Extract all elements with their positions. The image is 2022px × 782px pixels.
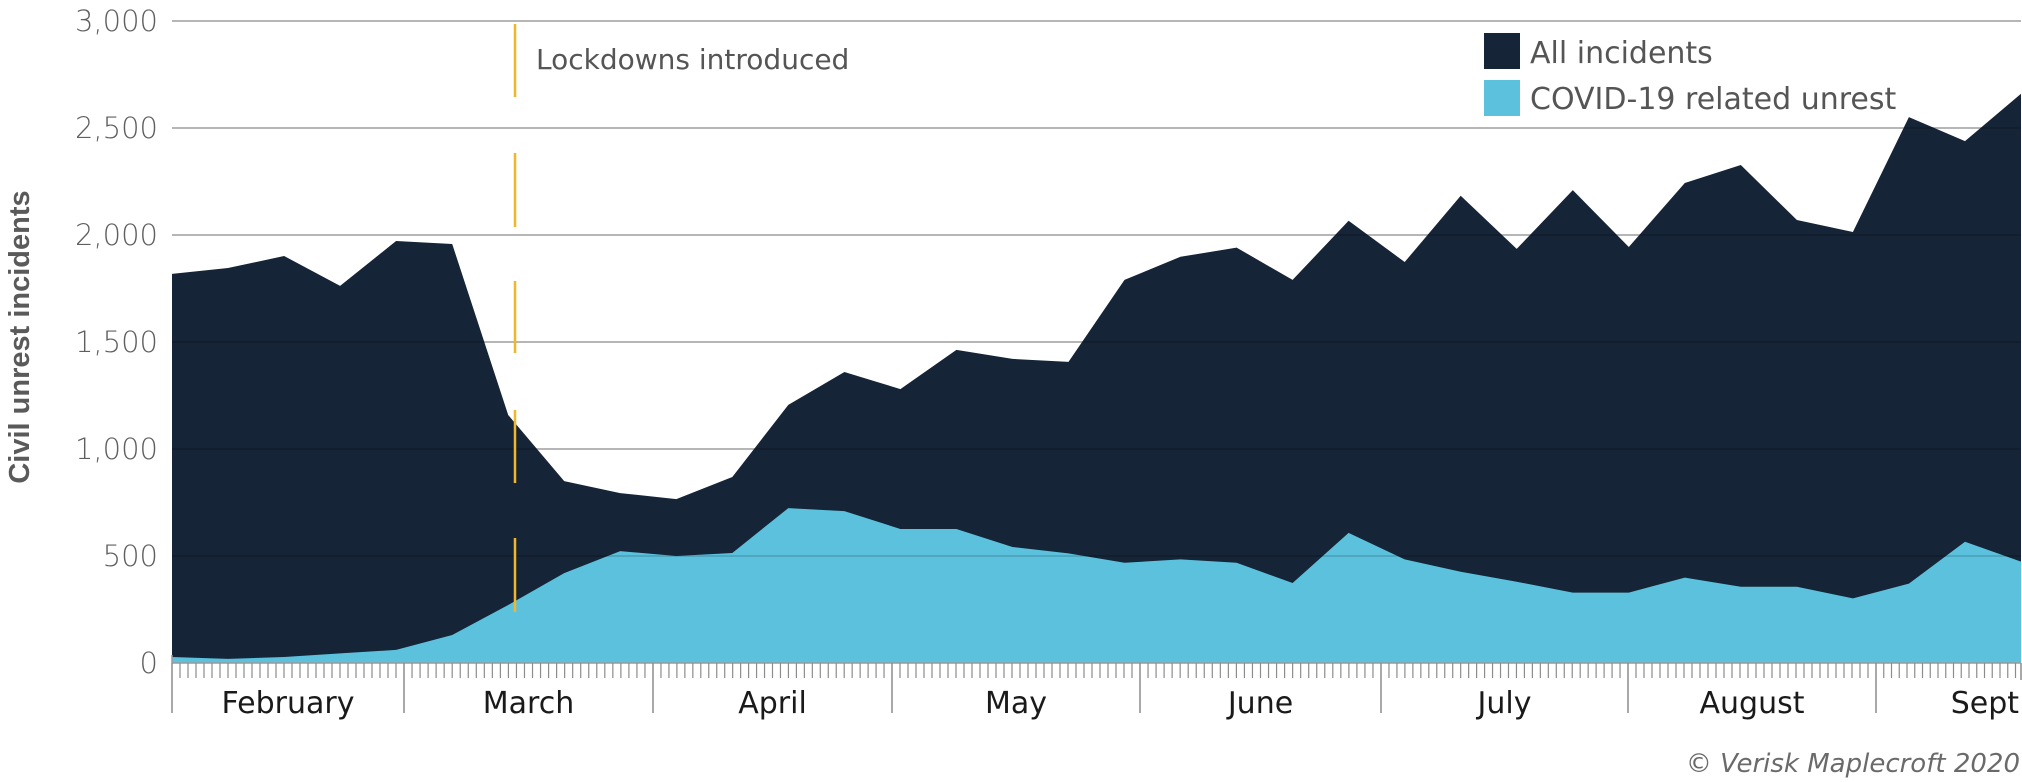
legend-swatch-covid-unrest	[1484, 80, 1520, 116]
copyright-credit: © Verisk Maplecroft 2020	[1686, 749, 2020, 779]
gridlines-overlay	[172, 20, 2021, 557]
y-tick-label: 2,000	[75, 218, 158, 252]
lockdown-annotation: Lockdowns introduced	[536, 43, 849, 76]
month-label: May	[985, 686, 1047, 721]
month-label: April	[738, 686, 807, 721]
y-tick-label: 2,500	[75, 111, 158, 145]
legend: All incidents COVID-19 related unrest	[1484, 33, 1896, 117]
month-label: February	[222, 686, 355, 721]
month-label: March	[483, 686, 574, 721]
y-tick-label: 1,500	[75, 325, 158, 359]
all-incidents-area	[172, 93, 2021, 664]
covid-unrest-area	[172, 508, 2021, 663]
y-tick-label: 3,000	[75, 4, 158, 38]
month-label: Sept	[1951, 686, 2020, 721]
x-axis: February March April May June July August Sept	[171, 655, 2022, 721]
legend-label-all-incidents: All incidents	[1530, 36, 1713, 71]
month-label: June	[1226, 686, 1293, 721]
y-axis-label: Civil unrest incidents	[4, 190, 36, 483]
month-label: August	[1700, 686, 1805, 721]
y-tick-label: 1,000	[75, 432, 158, 466]
y-tick-label: 0	[140, 646, 158, 680]
y-axis-ticks: 0 500 1,000 1,500 2,000 2,500 3,000	[75, 4, 158, 680]
month-label: July	[1476, 686, 1532, 721]
y-tick-label: 500	[103, 539, 158, 573]
legend-swatch-all-incidents	[1484, 33, 1520, 69]
legend-label-covid-unrest: COVID-19 related unrest	[1530, 82, 1896, 117]
